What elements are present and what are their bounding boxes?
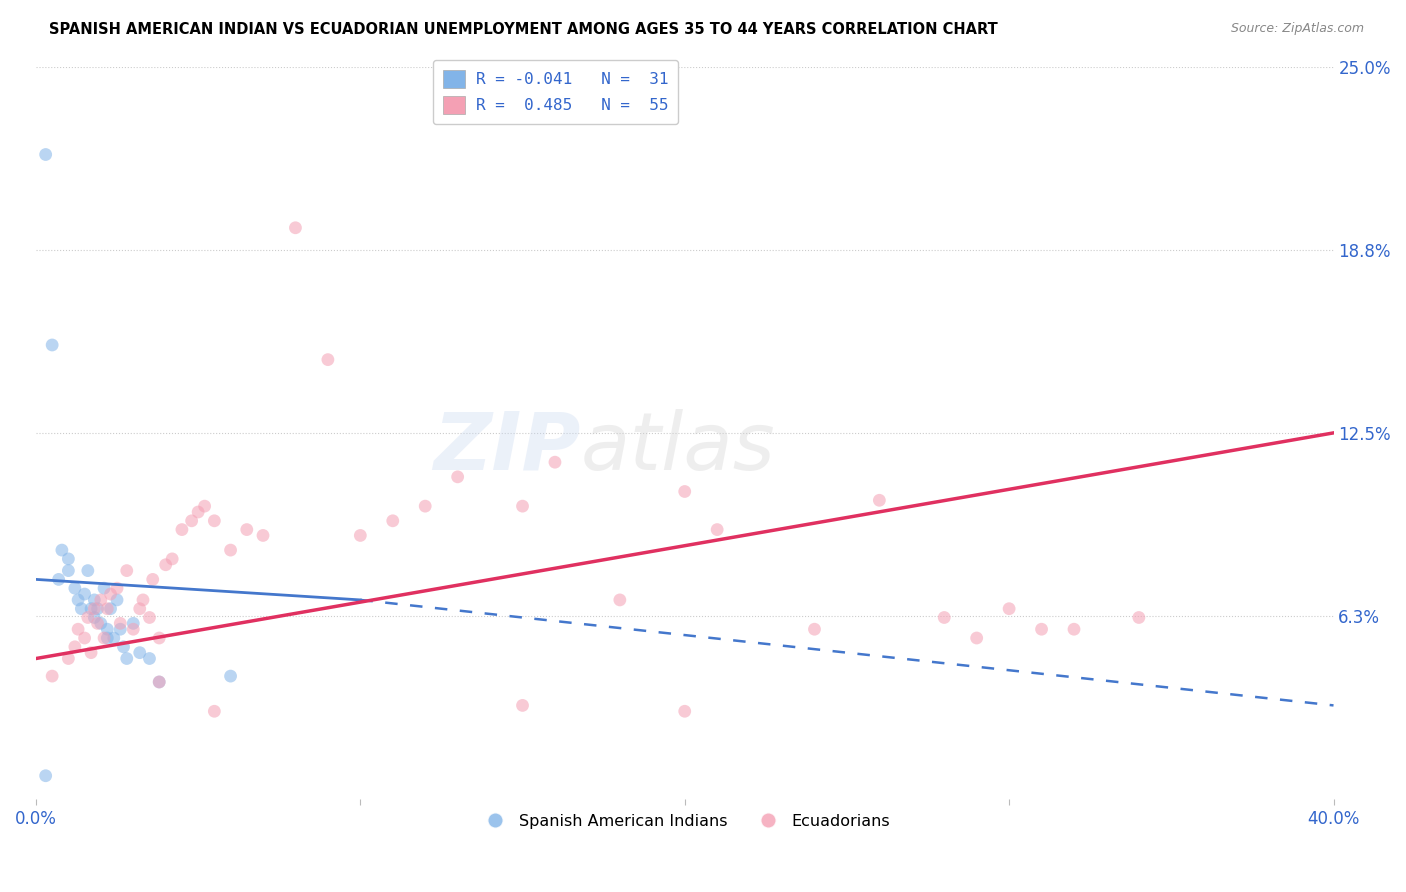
- Point: [58, 552, 80, 566]
- Point: [706, 523, 728, 537]
- Point: [148, 675, 170, 690]
- Point: [105, 593, 128, 607]
- Point: [96, 601, 118, 615]
- Point: [90, 616, 112, 631]
- Point: [63, 640, 86, 654]
- Point: [673, 484, 696, 499]
- Point: [96, 631, 118, 645]
- Point: [100, 601, 122, 615]
- Point: [194, 499, 217, 513]
- Point: [236, 523, 259, 537]
- Point: [187, 505, 209, 519]
- Point: [219, 543, 242, 558]
- Point: [83, 593, 105, 607]
- Point: [1063, 622, 1085, 636]
- Point: [48, 573, 70, 587]
- Point: [34, 769, 56, 783]
- Point: [934, 610, 956, 624]
- Point: [58, 564, 80, 578]
- Point: [80, 646, 103, 660]
- Point: [103, 631, 125, 645]
- Point: [138, 651, 160, 665]
- Point: [284, 220, 307, 235]
- Point: [93, 581, 115, 595]
- Point: [63, 581, 86, 595]
- Point: [76, 564, 98, 578]
- Point: [202, 514, 225, 528]
- Point: [1031, 622, 1053, 636]
- Point: [381, 514, 404, 528]
- Point: [998, 601, 1021, 615]
- Point: [803, 622, 825, 636]
- Point: [180, 514, 202, 528]
- Point: [128, 646, 150, 660]
- Point: [51, 543, 73, 558]
- Point: [67, 593, 90, 607]
- Point: [73, 587, 96, 601]
- Point: [160, 552, 183, 566]
- Point: [673, 704, 696, 718]
- Point: [148, 675, 170, 690]
- Point: [252, 528, 274, 542]
- Point: [110, 622, 132, 636]
- Point: [132, 593, 155, 607]
- Point: [110, 616, 132, 631]
- Point: [73, 631, 96, 645]
- Point: [170, 523, 193, 537]
- Point: [446, 470, 468, 484]
- Point: [512, 698, 534, 713]
- Point: [41, 669, 63, 683]
- Point: [86, 616, 108, 631]
- Point: [76, 610, 98, 624]
- Point: [138, 610, 160, 624]
- Point: [512, 499, 534, 513]
- Point: [966, 631, 988, 645]
- Point: [93, 631, 115, 645]
- Point: [58, 651, 80, 665]
- Point: [100, 587, 122, 601]
- Point: [112, 640, 135, 654]
- Point: [122, 622, 145, 636]
- Point: [128, 601, 150, 615]
- Point: [219, 669, 242, 683]
- Point: [67, 622, 90, 636]
- Point: [142, 573, 165, 587]
- Point: [115, 651, 138, 665]
- Point: [90, 593, 112, 607]
- Point: [70, 601, 93, 615]
- Point: [202, 704, 225, 718]
- Point: [41, 338, 63, 352]
- Point: [80, 601, 103, 615]
- Point: [413, 499, 436, 513]
- Point: [122, 616, 145, 631]
- Point: [316, 352, 339, 367]
- Text: SPANISH AMERICAN INDIAN VS ECUADORIAN UNEMPLOYMENT AMONG AGES 35 TO 44 YEARS COR: SPANISH AMERICAN INDIAN VS ECUADORIAN UN…: [49, 22, 998, 37]
- Point: [544, 455, 567, 469]
- Point: [96, 622, 118, 636]
- Point: [868, 493, 890, 508]
- Point: [1128, 610, 1150, 624]
- Point: [148, 631, 170, 645]
- Point: [83, 601, 105, 615]
- Legend: Spanish American Indians, Ecuadorians: Spanish American Indians, Ecuadorians: [472, 807, 897, 835]
- Point: [105, 581, 128, 595]
- Point: [83, 610, 105, 624]
- Text: atlas: atlas: [581, 409, 776, 486]
- Text: Source: ZipAtlas.com: Source: ZipAtlas.com: [1230, 22, 1364, 36]
- Point: [609, 593, 631, 607]
- Point: [86, 601, 108, 615]
- Text: ZIP: ZIP: [433, 409, 581, 486]
- Point: [115, 564, 138, 578]
- Point: [349, 528, 371, 542]
- Point: [34, 147, 56, 161]
- Point: [155, 558, 177, 572]
